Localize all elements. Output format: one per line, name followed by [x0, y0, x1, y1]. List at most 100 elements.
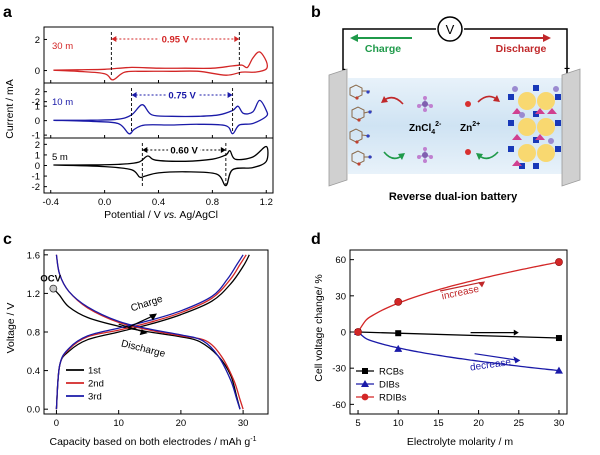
panel-a-ytick-label-0-0: -2 — [32, 97, 40, 108]
external-wire — [342, 28, 568, 75]
panel-a-box-1 — [43, 82, 274, 139]
negative-electrode — [328, 68, 348, 187]
panel-a-ytick-label-2-4: 2 — [35, 140, 40, 151]
panel-d-legend-label-0: RCBs — [379, 367, 404, 378]
anion-label-main: ZnCl — [409, 123, 431, 134]
panel-c-legend-label-1: 2nd — [88, 379, 104, 390]
panel-c-legend-label-0: 1st — [88, 366, 101, 377]
cathode-framework — [508, 85, 561, 169]
panel-a-annotation-bg-1 — [166, 89, 199, 101]
panel-a-curve-2 — [53, 145, 269, 187]
panel-d-voltage-change: -60 -30 0 30 60 5 10 15 20 25 30 increase decrease RC… — [332, 249, 568, 429]
cation-arrow-bottom-head — [476, 153, 483, 160]
cation-label-main: Zn — [460, 123, 472, 134]
panel-d-point-0-2 — [555, 335, 562, 342]
panel-c-xlabel-sup: -1 — [250, 436, 256, 443]
panel-a-xtick-label-4: 1.2 — [260, 197, 273, 208]
panel-c-ytick-label-3: 1.2 — [27, 289, 40, 300]
panel-label-c: c — [3, 231, 12, 248]
panel-d-xtick-label-5: 30 — [554, 418, 565, 429]
panel-d-point-1-2 — [554, 366, 563, 374]
panel-c-legend-label-2: 3rd — [88, 392, 102, 403]
panel-c-ytick-label-2: 0.8 — [27, 328, 40, 339]
panel-d-fit-1 — [357, 331, 560, 372]
anion-arrow-bottom-head — [398, 153, 405, 160]
panel-d-xtick-label-3: 20 — [473, 418, 484, 429]
panel-c-xtick-label-0: 0 — [54, 418, 59, 429]
panel-a-ytick-label-1-3: 2 — [35, 87, 40, 98]
panel-a-xlabel-post: Ag/AgCl — [177, 209, 218, 221]
panel-d-point-2-1 — [394, 297, 403, 306]
panel-a-ytick-label-0-2: 2 — [35, 35, 40, 46]
panel-d-xtick-label-4: 25 — [513, 418, 524, 429]
panel-d-xtick-label-0: 5 — [355, 418, 360, 429]
panel-c-xtick-label-3: 30 — [238, 418, 249, 429]
charge-label: Charge — [365, 43, 401, 55]
panel-a-xtick-label-2: 0.4 — [152, 197, 165, 208]
schematic-title: Reverse dual-ion battery — [389, 191, 518, 203]
panel-a-span-arrow-right-0 — [234, 36, 240, 42]
panel-a-span-arrow-left-2 — [142, 147, 148, 153]
panel-c-xlabel: Capacity based on both electrodes / mAh … — [49, 436, 256, 448]
panel-d-point-2-0 — [354, 328, 362, 336]
panel-d-fit-0 — [358, 331, 559, 339]
panel-c-xtick-label-1: 10 — [113, 418, 124, 429]
panel-a-series-label-2: 5 m — [52, 152, 68, 163]
anode-atoms — [355, 90, 372, 166]
panel-c-ytick-label-0: 0.0 — [27, 405, 40, 416]
panel-d-increase-arrow-head — [478, 281, 486, 288]
panel-c-charge-curve-0 — [55, 254, 250, 410]
positive-electrode — [561, 68, 581, 187]
charge-arrow-head — [350, 34, 358, 42]
panel-a-ytick-label-2-1: -1 — [32, 172, 40, 183]
panel-a-span-arrow-left-0 — [111, 36, 117, 42]
panel-d-xtick-label-1: 10 — [393, 418, 404, 429]
plus-sign: + — [564, 64, 570, 75]
panel-c-discharge-curve-2 — [55, 254, 241, 410]
panel-a-xlabel-pre: Potential / V — [104, 209, 164, 221]
panel-d-point-2-2 — [555, 258, 563, 266]
panel-a-xlabel: Potential / V vs. Ag/AgCl — [104, 209, 218, 221]
panel-a-xtick-label-3: 0.8 — [206, 197, 219, 208]
panel-a-ylabel: Current / mA — [4, 79, 16, 139]
panel-d-decrease-label: decrease — [469, 357, 512, 374]
panel-c-charge-arrow — [127, 314, 155, 329]
panel-a-ytick-label-1-2: 1 — [35, 102, 40, 113]
panel-a-xtick-label-1: 0.0 — [98, 197, 111, 208]
panel-d-fit-2 — [357, 261, 560, 333]
anion-label-sub: 4 — [431, 129, 435, 136]
panel-c-gcd: 0.0 0.4 0.8 1.2 1.6 0 10 20 30 OCV Charge Discharge… — [27, 249, 269, 429]
panel-label-b: b — [311, 4, 321, 21]
discharge-label: Discharge — [496, 43, 547, 55]
cation-label-sup: 2+ — [472, 121, 480, 128]
panel-a-series-label-0: 30 m — [52, 41, 73, 52]
panel-c-ytick-label-1: 0.4 — [27, 366, 40, 377]
panel-c-charge-arrow-head — [149, 313, 157, 321]
cation-arrow-top-head — [493, 95, 500, 102]
panel-a-span-arrow-left-1 — [131, 92, 137, 98]
panel-d-ytick-label-3: 30 — [335, 291, 346, 302]
panel-a-ytick-label-1-1: 0 — [35, 116, 40, 127]
panel-d-legend-marker-1 — [361, 380, 369, 387]
panel-d-ytick-label-4: 60 — [335, 255, 346, 266]
panel-d-point-1-1 — [394, 344, 403, 352]
panel-c-xtick-label-2: 20 — [176, 418, 187, 429]
panel-a-ytick-label-2-0: -2 — [32, 182, 40, 193]
panel-d-ylabel: Cell voltage change/ % — [313, 274, 325, 381]
panel-a-ytick-label-0-1: 0 — [35, 66, 40, 77]
panel-a-series-label-1: 10 m — [52, 97, 73, 108]
panel-d-xtick-label-2: 15 — [433, 418, 444, 429]
panel-a-box-0 — [43, 26, 274, 84]
panel-a-curve-0 — [53, 51, 269, 81]
battery-schematic: V Charge Discharge - + — [328, 16, 581, 203]
zncl4-anion-bottom — [417, 147, 433, 163]
panel-a-curve-1 — [53, 99, 269, 135]
panel-a-annotation-1: 0.75 V — [168, 91, 196, 102]
voltmeter-label: V — [446, 22, 455, 37]
panel-d-ytick-label-1: -30 — [332, 364, 346, 375]
panel-c-discharge-arrow — [118, 323, 145, 333]
panel-a-span-arrow-right-1 — [227, 92, 233, 98]
panel-d-xlabel: Electrolyte molarity / m — [407, 436, 513, 448]
panel-a-xlabel-italic: vs. — [164, 209, 177, 221]
